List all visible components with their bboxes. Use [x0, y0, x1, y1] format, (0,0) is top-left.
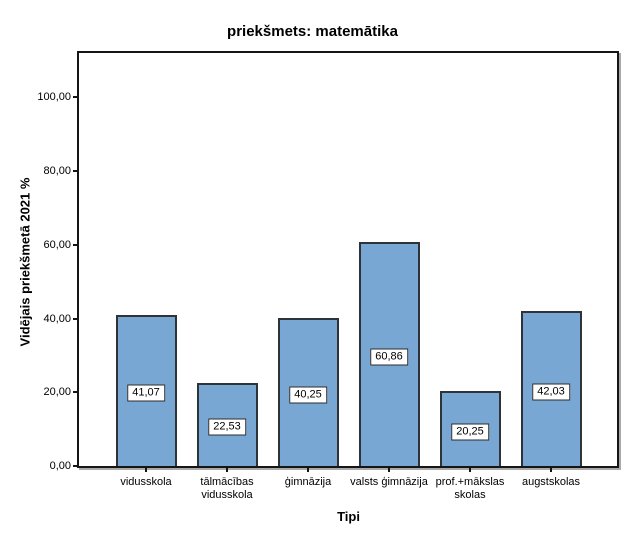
x-category-label: tālmācības vidusskola	[200, 476, 254, 501]
y-tick-label: 100,00	[37, 91, 71, 104]
x-tick-mark	[145, 466, 147, 472]
y-tick-mark	[73, 170, 79, 172]
x-tick-mark	[307, 466, 309, 472]
bar-value-label: 22,53	[208, 418, 246, 436]
x-tick-mark	[469, 466, 471, 472]
y-tick-mark	[73, 317, 79, 320]
bar-value-label: 60,86	[370, 348, 408, 366]
y-tick-label: 40,00	[43, 312, 71, 325]
bar-value-label: 42,03	[532, 383, 570, 400]
x-category-label: ģimnāzija	[284, 476, 332, 488]
x-tick-mark	[388, 466, 390, 472]
y-tick-label: 80,00	[43, 165, 71, 177]
y-tick-mark	[73, 391, 79, 394]
x-axis-title: Tipi	[337, 509, 360, 524]
plot-area: 41,07 22,53 40,25 60,86 20,25 42,03	[79, 53, 617, 466]
chart-title: priekšmets: matemātika	[227, 23, 398, 40]
bar-value-label: 41,07	[127, 384, 165, 402]
y-tick-label: 20,00	[43, 386, 71, 399]
x-tick-mark	[226, 466, 228, 472]
x-tick-mark	[550, 466, 552, 472]
x-category-label: augstskolas	[521, 476, 581, 488]
x-category-label: vidusskola	[120, 476, 172, 488]
y-tick-mark	[73, 465, 79, 467]
x-category-label: prof.+mākslas skolas	[435, 476, 505, 501]
bar-value-label: 40,25	[289, 386, 327, 404]
y-tick-mark	[73, 96, 79, 99]
y-tick-label: 0,00	[49, 460, 71, 472]
x-category-label: valsts ģimnāzija	[350, 476, 428, 488]
y-tick-label: 60,00	[43, 238, 71, 251]
y-tick-mark	[73, 243, 79, 246]
bar-value-label: 20,25	[451, 423, 489, 441]
